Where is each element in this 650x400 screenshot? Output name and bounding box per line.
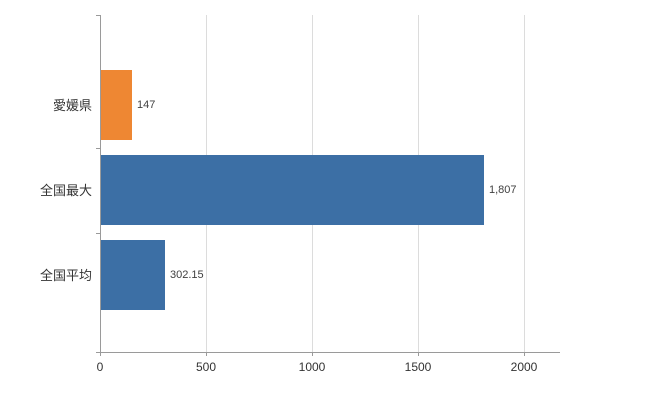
x-axis-tick [100,352,101,356]
x-tick-label: 1500 [404,360,432,374]
y-axis-tick [96,15,100,16]
bar-value-label: 302.15 [170,269,204,281]
bar [101,155,484,225]
x-axis-tick [418,352,419,356]
y-axis-line [100,15,101,352]
category-label: 愛媛県 [52,98,92,113]
x-axis-tick [524,352,525,356]
bar-value-label: 1,807 [489,184,517,196]
x-axis-line [100,352,560,353]
x-tick-label: 2000 [510,360,538,374]
y-axis-tick [96,352,100,353]
x-tick-label: 1000 [298,360,326,374]
bar [101,70,132,140]
x-tick-label: 500 [195,360,217,374]
category-label: 全国平均 [39,268,92,283]
x-axis-tick [312,352,313,356]
gridline [524,15,525,352]
x-tick-label: 0 [96,360,104,374]
y-axis-tick [96,232,100,234]
x-axis-tick [206,352,207,356]
category-label: 全国最大 [39,183,92,198]
bar [101,240,165,310]
bar-value-label: 147 [137,99,156,111]
y-axis-tick [96,147,100,149]
